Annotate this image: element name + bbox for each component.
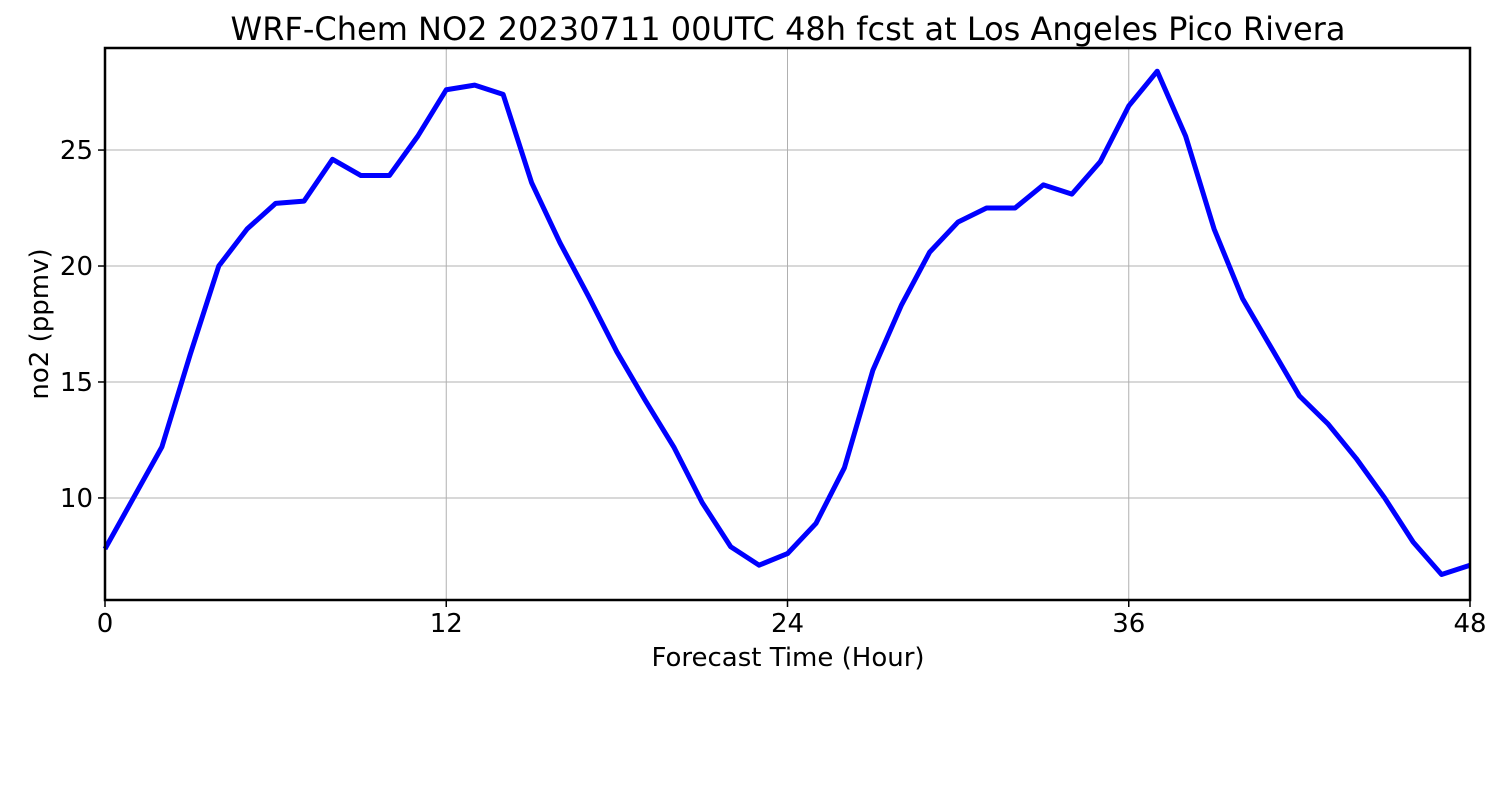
plot-frame — [103, 46, 1472, 602]
x-tick-label: 24 — [771, 609, 804, 639]
y-tick-label: 20 — [60, 252, 93, 282]
ticks: 0 12 24 36 48 10 15 20 25 — [60, 136, 1487, 639]
chart-title: WRF-Chem NO2 20230711 00UTC 48h fcst at … — [231, 10, 1346, 48]
y-tick-label: 25 — [60, 136, 93, 166]
y-axis-label: no2 (ppmv) — [25, 248, 55, 399]
x-tick-label: 0 — [97, 609, 114, 639]
grid — [104, 48, 1471, 600]
x-tick-label: 12 — [430, 609, 463, 639]
y-tick-label: 10 — [60, 484, 93, 514]
y-tick-label: 15 — [60, 368, 93, 398]
x-tick-label: 36 — [1112, 609, 1145, 639]
series-layer — [102, 68, 1471, 577]
x-tick-label: 48 — [1453, 609, 1486, 639]
series-line — [102, 68, 1471, 577]
x-axis-label: Forecast Time (Hour) — [651, 643, 924, 673]
